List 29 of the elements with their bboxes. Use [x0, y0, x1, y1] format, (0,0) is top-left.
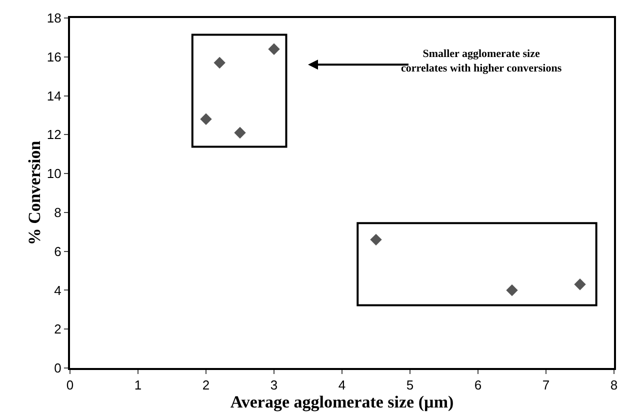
y-tick-label: 14: [46, 88, 62, 104]
y-axis-title: % Conversion: [24, 140, 44, 246]
y-tick-label: 10: [46, 166, 62, 182]
x-tick-label: 6: [474, 378, 482, 393]
point: [214, 56, 226, 69]
y-tick-label: 8: [54, 204, 62, 220]
point: [200, 113, 212, 125]
point: [234, 126, 246, 139]
y-tick-label: 18: [46, 10, 62, 26]
y-tick-label: 16: [46, 49, 62, 64]
y-tick-label: 12: [46, 127, 62, 142]
x-tick-label: 0: [66, 378, 74, 393]
x-tick-label: 1: [134, 378, 142, 393]
x-tick-label: 2: [202, 378, 210, 393]
point: [370, 234, 382, 246]
point: [268, 43, 280, 55]
x-tick-label: 4: [338, 378, 346, 393]
y-tick-label: 6: [54, 244, 62, 259]
y-tick-label: 0: [54, 360, 62, 376]
x-tick-label: 5: [406, 378, 414, 393]
x-tick-label: 3: [270, 378, 278, 393]
annotation: Smaller agglomerate size correlates with higher conversions: [401, 48, 562, 74]
y-tick-label: 2: [54, 322, 62, 337]
x-tick-label: 7: [542, 378, 550, 393]
y-tick-label: 4: [54, 282, 62, 298]
point: [506, 284, 518, 296]
point: [574, 278, 586, 290]
x-tick-label: 8: [610, 378, 618, 393]
x-axis-title: Average agglomerate size (µm): [230, 392, 454, 412]
